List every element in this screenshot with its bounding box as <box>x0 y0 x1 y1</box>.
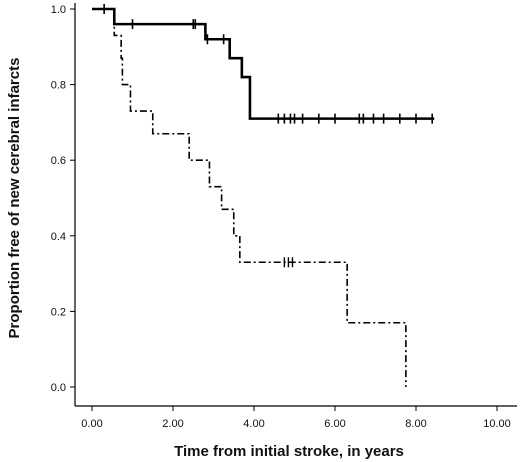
y-tick-label: 0.2 <box>51 306 66 318</box>
x-tick-label: 4.00 <box>243 418 264 430</box>
y-tick-label: 0.8 <box>51 80 66 92</box>
y-tick-label: 0.6 <box>51 155 66 167</box>
x-tick-label: 8.00 <box>405 418 426 430</box>
y-axis-title: Proportion free of new cerebral infarcts <box>6 58 23 339</box>
x-tick-label: 6.00 <box>324 418 345 430</box>
axis-ticks: 0.00 2.00 4.00 6.00 8.00 10.00 0.0 0.2 0.4 0.6 0.8… <box>51 4 511 430</box>
x-tick-label: 10.00 <box>483 418 511 430</box>
x-axis-title: Time from initial stroke, in years <box>174 443 404 460</box>
series-2-curve <box>92 8 407 387</box>
y-tick-label: 0.4 <box>51 231 66 243</box>
chart-axes <box>74 3 517 407</box>
x-tick-label: 0.00 <box>81 418 102 430</box>
y-tick-label: 0.0 <box>51 382 66 394</box>
y-tick-label: 1.0 <box>51 4 66 16</box>
x-tick-label: 2.00 <box>162 418 183 430</box>
series-layer <box>92 4 435 387</box>
series-1-curve <box>92 7 435 120</box>
